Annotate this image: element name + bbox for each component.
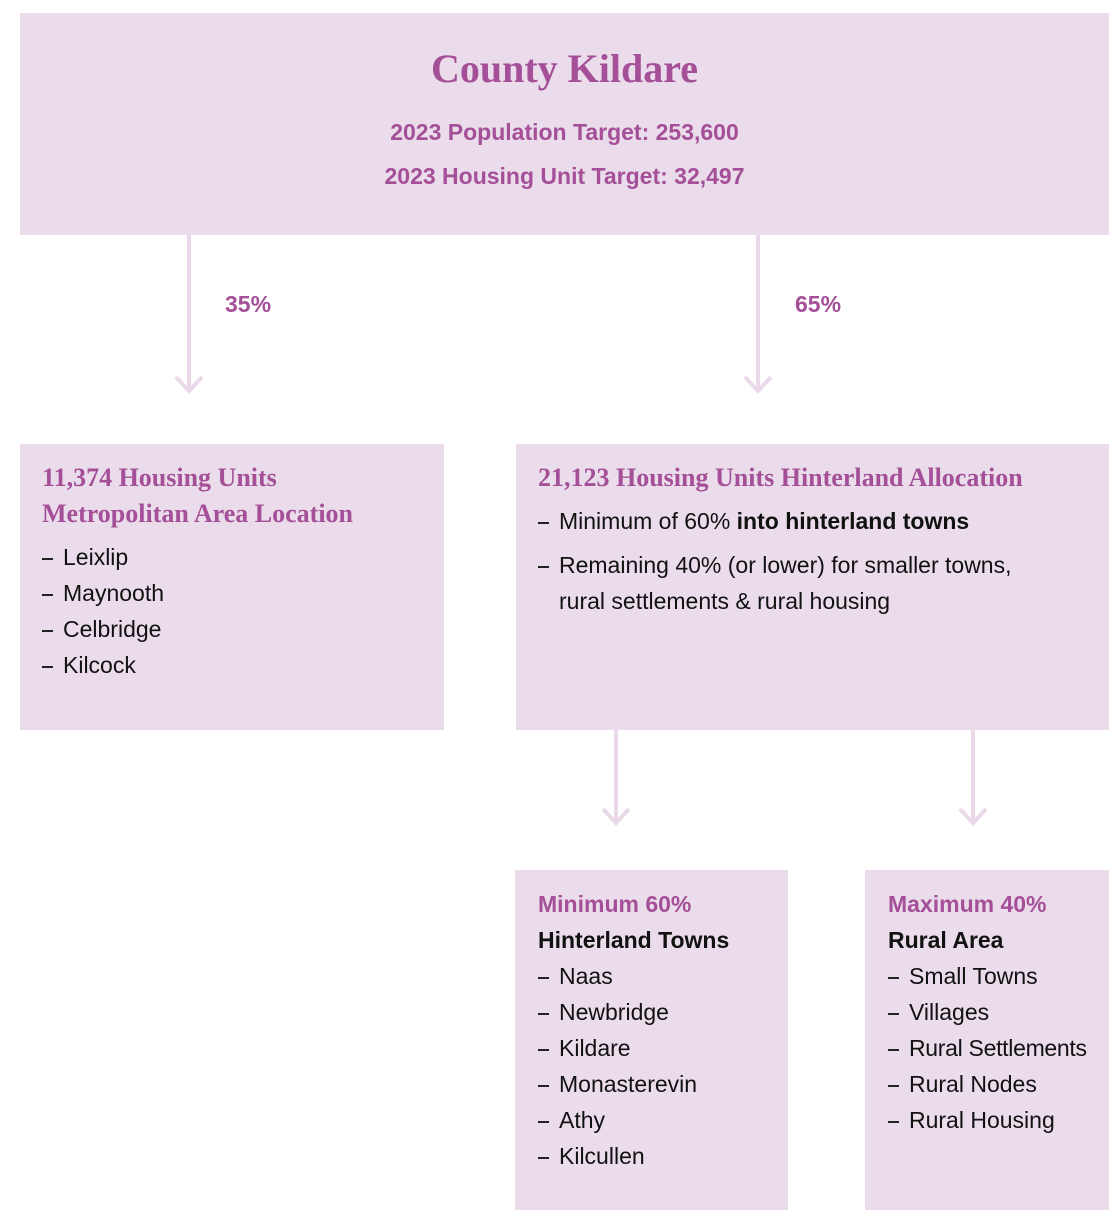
list-item: Rural Nodes <box>888 1066 1087 1102</box>
list-item: Kilcock <box>42 647 164 683</box>
county-box <box>20 13 1109 235</box>
box-title: Rural Area <box>888 927 1004 953</box>
list-item: Celbridge <box>42 611 164 647</box>
list-item: Monasterevin <box>538 1066 729 1102</box>
arrow-label: 35% <box>225 291 272 317</box>
list-item: Leixlip <box>42 539 164 575</box>
box-title: Metropolitan Area Location <box>42 499 354 528</box>
box-title: 11,374 Housing Units <box>42 463 277 492</box>
arrow <box>743 235 773 394</box>
list-item: Minimum of 60% into hinterland towns <box>538 503 1012 539</box>
list-item: Newbridge <box>538 994 729 1030</box>
box-title: 21,123 Housing Units Hinterland Allocati… <box>538 463 1023 492</box>
housing-target: 2023 Housing Unit Target: 32,497 <box>384 163 745 189</box>
list: Maximum 40% Rural Area Small Towns Villa… <box>888 886 1087 1138</box>
list: Minimum of 60% into hinterland towns Rem… <box>538 503 1012 619</box>
arrow <box>601 730 631 826</box>
list-item-continued: rural settlements & rural housing <box>559 588 891 614</box>
population-target: 2023 Population Target: 253,600 <box>390 119 739 145</box>
list-item: Small Towns <box>888 958 1087 994</box>
arrow <box>958 730 988 826</box>
hinterland-box <box>516 444 1109 730</box>
arrow-group <box>174 235 988 826</box>
list-item: Naas <box>538 958 729 994</box>
list-item: Rural Settlements <box>888 1030 1087 1066</box>
bold-text: into hinterland towns <box>736 508 970 534</box>
list: Minimum 60% Hinterland Towns Naas Newbri… <box>538 886 729 1174</box>
list-item: Athy <box>538 1102 729 1138</box>
list-item: Kilcullen <box>538 1138 729 1174</box>
share: Minimum 60% <box>538 891 692 917</box>
list-item: Maynooth <box>42 575 164 611</box>
list-item: Remaining 40% (or lower) for smaller tow… <box>538 547 1012 583</box>
list: Leixlip Maynooth Celbridge Kilcock <box>42 539 164 683</box>
title: County Kildare <box>430 46 699 91</box>
share: Maximum 40% <box>888 891 1047 917</box>
arrow-label: 65% <box>795 291 842 317</box>
list-item: Villages <box>888 994 1087 1030</box>
box-title: Hinterland Towns <box>538 927 730 953</box>
list-item: Rural Housing <box>888 1102 1087 1138</box>
text: Minimum of 60% <box>559 508 731 534</box>
list-item: Kildare <box>538 1030 729 1066</box>
arrow <box>174 235 204 394</box>
